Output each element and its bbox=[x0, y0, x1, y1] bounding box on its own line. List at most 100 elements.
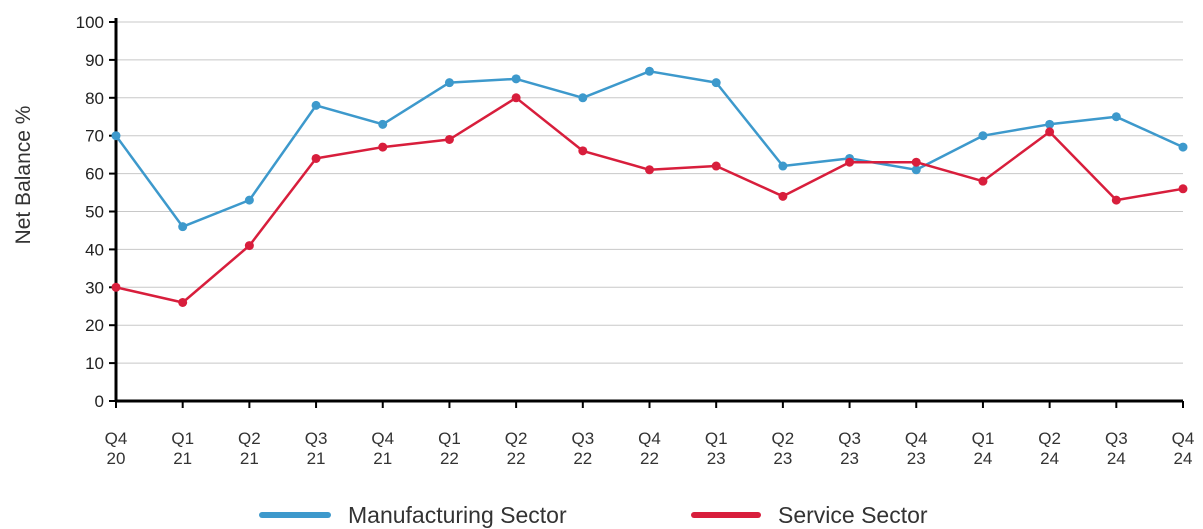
axes bbox=[109, 18, 1184, 408]
x-tick-label: Q3 23 bbox=[838, 429, 861, 468]
x-tick-label-quarter: Q1 bbox=[705, 429, 728, 448]
x-tick-label-year: 24 bbox=[1174, 449, 1193, 468]
x-tick-label-year: 24 bbox=[1107, 449, 1126, 468]
data-point-0 bbox=[1178, 142, 1188, 152]
data-point-0 bbox=[378, 119, 388, 129]
x-tick-label: Q2 21 bbox=[238, 429, 261, 468]
y-tick-label: 40 bbox=[85, 240, 104, 259]
x-tick-label-year: 23 bbox=[907, 449, 926, 468]
data-point-1 bbox=[645, 165, 654, 175]
series-lines bbox=[114, 70, 1184, 304]
series-line-0 bbox=[114, 70, 1184, 228]
x-tick-label-quarter: Q4 bbox=[105, 429, 128, 448]
data-point-0 bbox=[111, 131, 121, 141]
y-tick-label: 70 bbox=[85, 127, 104, 146]
data-point-0 bbox=[578, 93, 588, 103]
x-tick-label: Q1 21 bbox=[171, 429, 194, 468]
series-points bbox=[111, 66, 1188, 307]
x-tick-label-year: 23 bbox=[840, 449, 859, 468]
data-point-1 bbox=[444, 134, 454, 144]
x-tick-label: Q4 22 bbox=[638, 429, 661, 468]
data-point-0 bbox=[511, 74, 521, 84]
x-tick-label: Q4 23 bbox=[905, 429, 928, 468]
x-tick-label-year: 22 bbox=[507, 449, 526, 468]
x-tick-label: Q4 21 bbox=[371, 429, 394, 468]
legend-label: Manufacturing Sector bbox=[348, 502, 567, 528]
y-tick-label: 10 bbox=[85, 354, 104, 373]
data-point-1 bbox=[578, 146, 588, 156]
x-tick-label-quarter: Q4 bbox=[371, 429, 394, 448]
x-tick-label-quarter: Q1 bbox=[972, 429, 995, 448]
data-point-0 bbox=[244, 195, 254, 205]
data-point-0 bbox=[778, 161, 788, 171]
y-tick-label: 30 bbox=[85, 278, 104, 297]
x-tick-label: Q1 23 bbox=[705, 429, 728, 468]
data-point-1 bbox=[1178, 184, 1188, 194]
x-tick-label-quarter: Q2 bbox=[1038, 429, 1061, 448]
x-tick-label: Q1 24 bbox=[972, 429, 995, 468]
x-tick-label-quarter: Q3 bbox=[571, 429, 594, 448]
y-tick-label: 100 bbox=[76, 13, 104, 32]
data-point-0 bbox=[911, 165, 921, 175]
data-point-1 bbox=[1045, 127, 1055, 137]
data-point-0 bbox=[645, 66, 654, 76]
x-tick-label-year: 21 bbox=[373, 449, 392, 468]
data-point-1 bbox=[1111, 195, 1121, 205]
x-tick-label: Q4 20 bbox=[105, 429, 128, 468]
x-tick-label-year: 22 bbox=[640, 449, 659, 468]
legend-item: Manufacturing Sector bbox=[259, 502, 567, 528]
data-point-0 bbox=[178, 222, 188, 232]
x-tick-label-year: 21 bbox=[307, 449, 326, 468]
x-tick-label-quarter: Q2 bbox=[772, 429, 795, 448]
x-tick-label-quarter: Q4 bbox=[1172, 429, 1195, 448]
data-point-1 bbox=[178, 297, 188, 307]
x-tick-label: Q1 22 bbox=[438, 429, 461, 468]
data-point-1 bbox=[911, 157, 921, 167]
x-tick-label-year: 20 bbox=[107, 449, 126, 468]
y-tick-label: 0 bbox=[95, 392, 104, 411]
legend-item: Service Sector bbox=[691, 502, 928, 528]
x-tick-label-year: 23 bbox=[707, 449, 726, 468]
x-tick-label: Q3 24 bbox=[1105, 429, 1128, 468]
y-tick-label: 50 bbox=[85, 203, 104, 222]
data-point-1 bbox=[978, 176, 988, 186]
data-point-0 bbox=[1045, 119, 1055, 129]
y-tick-labels: 0 10 20 30 40 50 60 70 80 90 100 bbox=[76, 13, 104, 411]
x-tick-label-quarter: Q2 bbox=[505, 429, 528, 448]
x-tick-label-year: 22 bbox=[573, 449, 592, 468]
data-point-1 bbox=[511, 93, 521, 103]
x-tick-label-quarter: Q4 bbox=[905, 429, 928, 448]
data-point-0 bbox=[711, 78, 721, 88]
x-tick-label-quarter: Q3 bbox=[1105, 429, 1128, 448]
data-point-1 bbox=[845, 157, 855, 167]
x-tick-label: Q2 24 bbox=[1038, 429, 1061, 468]
data-point-1 bbox=[778, 191, 788, 201]
data-point-0 bbox=[1111, 112, 1121, 122]
x-tick-label: Q4 24 bbox=[1172, 429, 1195, 468]
x-tick-label-quarter: Q4 bbox=[638, 429, 661, 448]
data-point-1 bbox=[311, 153, 321, 163]
x-tick-label-quarter: Q3 bbox=[305, 429, 328, 448]
y-tick-label: 90 bbox=[85, 51, 104, 70]
x-tick-label-quarter: Q1 bbox=[438, 429, 461, 448]
x-tick-label-quarter: Q1 bbox=[171, 429, 194, 448]
data-point-1 bbox=[111, 282, 121, 292]
x-tick-label-quarter: Q3 bbox=[838, 429, 861, 448]
x-tick-label-quarter: Q2 bbox=[238, 429, 261, 448]
data-point-1 bbox=[244, 241, 254, 251]
x-tick-label-year: 23 bbox=[773, 449, 792, 468]
data-point-1 bbox=[378, 142, 388, 152]
y-tick-label: 20 bbox=[85, 316, 104, 335]
x-tick-label: Q2 23 bbox=[772, 429, 795, 468]
x-tick-label-year: 22 bbox=[440, 449, 459, 468]
x-tick-label-year: 21 bbox=[173, 449, 192, 468]
data-point-0 bbox=[311, 100, 321, 110]
data-point-0 bbox=[978, 131, 988, 141]
data-point-0 bbox=[444, 78, 454, 88]
y-tick-label: 80 bbox=[85, 89, 104, 108]
x-tick-label-year: 24 bbox=[973, 449, 992, 468]
x-tick-label: Q3 21 bbox=[305, 429, 328, 468]
x-tick-label: Q3 22 bbox=[571, 429, 594, 468]
y-axis-title: Net Balance % bbox=[12, 106, 35, 245]
